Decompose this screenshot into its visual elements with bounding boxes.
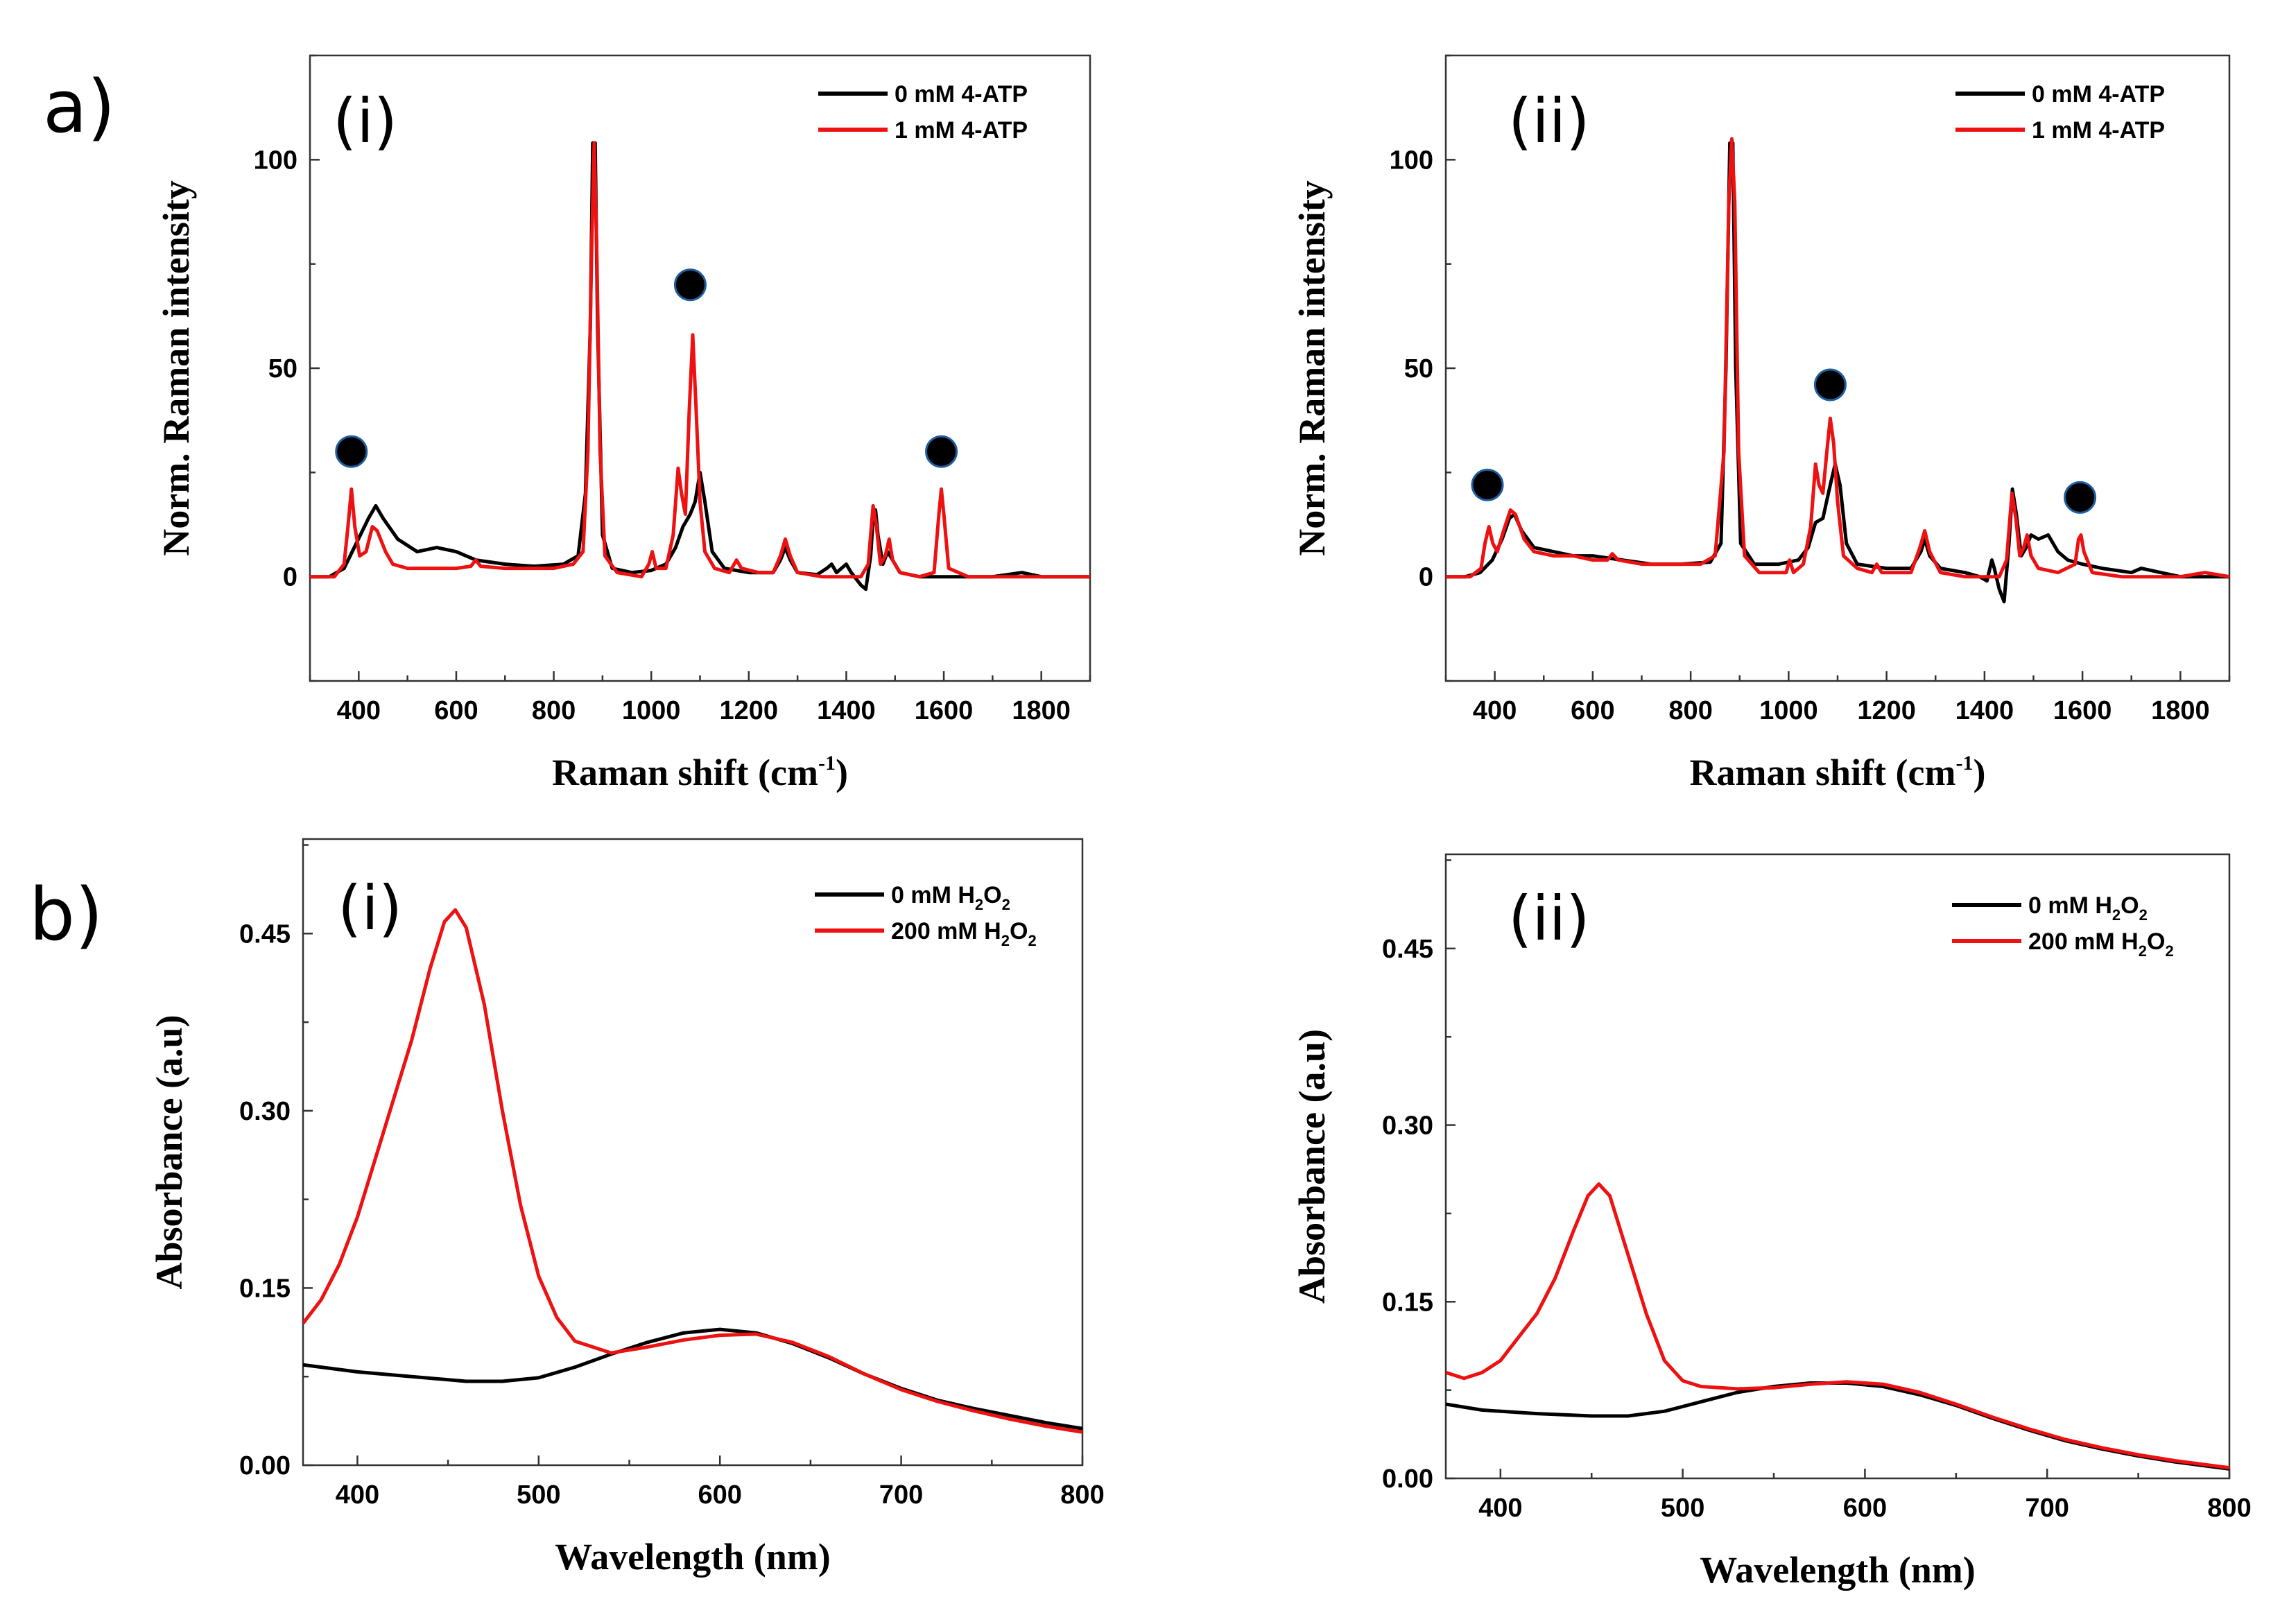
chart-a-ii-xtick-label: 1800 xyxy=(2151,696,2210,725)
chart-b-ii-xlabel: Wavelength (nm) xyxy=(1700,1549,1976,1591)
chart-b-i-xtick-label: 400 xyxy=(336,1480,379,1510)
chart-b-i-ytick-label: 0.30 xyxy=(239,1097,291,1126)
chart-b-i-legend: 0 mM H2O2 200 mM H2O2 xyxy=(815,882,1037,949)
chart-a-ii-peak-marker xyxy=(1813,368,1847,401)
chart-a-i-panel-label: (i) xyxy=(333,85,397,157)
chart-b-i-xtick-label: 500 xyxy=(517,1480,560,1510)
chart-b-ii: 400 500 600 700 800 0.00 0.15 0.30 0.45 Wavelengt… xyxy=(1291,853,2252,1591)
chart-a-ii-legend: 0 mM 4-ATP 1 mM 4-ATP xyxy=(1955,81,2165,144)
chart-b-i-ylabel: Absorbance (a.u) xyxy=(148,1014,190,1289)
chart-a-ii-legend-label: 0 mM 4-ATP xyxy=(2032,81,2165,107)
chart-a-i-xtick-label: 1200 xyxy=(720,696,779,725)
chart-b-i-series-black xyxy=(303,1327,1082,1431)
chart-b-i-xtick-label: 600 xyxy=(698,1480,742,1510)
chart-a-ii-xlabel: Raman shift (cm-1) xyxy=(1690,752,1986,793)
chart-a-i-ytick-label: 0 xyxy=(283,563,297,592)
chart-b-i-series-red xyxy=(303,908,1082,1434)
chart-a-i-xtick-label: 1800 xyxy=(1012,696,1071,725)
chart-a-i-xtick-label: 600 xyxy=(434,696,478,725)
chart-a-ii-ytick-label: 50 xyxy=(1404,354,1433,383)
chart-b-i-legend-label: 0 mM H2O2 xyxy=(891,882,1010,913)
chart-b-ii-series-black xyxy=(1446,1381,2229,1471)
chart-a-i-ytick-label: 50 xyxy=(268,354,297,383)
chart-b-i: 400 500 600 700 800 0.00 0.15 0.30 0.45 Wavelengt… xyxy=(148,838,1105,1578)
chart-b-ii-ytick-label: 0.45 xyxy=(1382,935,1433,964)
chart-a-i-series-red xyxy=(310,141,1090,579)
chart-b-ii-xtick-label: 500 xyxy=(1661,1494,1704,1523)
chart-b-i-xtick-label: 700 xyxy=(879,1480,923,1510)
chart-b-i-xlabel: Wavelength (nm) xyxy=(555,1536,831,1578)
chart-a-i-xtick-label: 400 xyxy=(337,696,381,725)
chart-a-i-xtick-label: 800 xyxy=(532,696,576,725)
chart-a-i-frame xyxy=(309,54,1091,682)
chart-b-ii-ytick-label: 0.00 xyxy=(1382,1465,1433,1494)
chart-b-ii-panel-label: (ii) xyxy=(1508,883,1590,954)
chart-a-ii-peak-marker xyxy=(1471,468,1504,501)
chart-a-i-legend-label: 1 mM 4-ATP xyxy=(895,117,1028,144)
chart-b-i-ytick-label: 0.00 xyxy=(239,1451,291,1480)
chart-a-i: 400 600 800 1000 1200 1400 1600 1800 0 50 100 Raman… xyxy=(155,54,1091,793)
chart-b-ii-frame xyxy=(1444,853,2231,1480)
chart-a-ii-xtick-label: 1400 xyxy=(1955,696,2014,725)
chart-b-i-ytick-label: 0.15 xyxy=(239,1274,291,1303)
chart-b-i-xtick-label: 800 xyxy=(1060,1480,1104,1510)
chart-a-i-xlabel: Raman shift (cm-1) xyxy=(552,752,848,793)
chart-a-i-ylabel: Norm. Raman intensity xyxy=(155,180,197,555)
chart-a-i-series-group xyxy=(310,141,1090,591)
chart-b-ii-xtick-label: 700 xyxy=(2026,1494,2069,1523)
chart-b-ii-legend-label: 200 mM H2O2 xyxy=(2028,928,2174,960)
chart-b-ii-xtick-label: 600 xyxy=(1843,1494,1887,1523)
chart-a-i-xtick-label: 1400 xyxy=(817,696,876,725)
chart-a-i-peak-marker xyxy=(335,435,368,468)
chart-a-i-xtick-label: 1000 xyxy=(622,696,681,725)
chart-a-ii-series-red xyxy=(1446,137,2229,579)
chart-b-i-ytick-label: 0.45 xyxy=(239,919,291,949)
chart-b-i-frame xyxy=(302,838,1084,1467)
chart-b-ii-series-group xyxy=(1446,1182,2229,1471)
chart-a-ii-xtick-label: 1200 xyxy=(1857,696,1916,725)
chart-a-ii-xtick-label: 400 xyxy=(1473,696,1517,725)
chart-b-ii-series-red xyxy=(1446,1182,2229,1470)
chart-a-i-legend-label: 0 mM 4-ATP xyxy=(895,81,1028,107)
chart-a-i-series-black xyxy=(310,141,1090,591)
chart-a-ii-ylabel: Norm. Raman intensity xyxy=(1291,180,1333,555)
chart-a-i-peak-marker xyxy=(925,435,958,468)
chart-a-ii-xtick-label: 1000 xyxy=(1759,696,1818,725)
panel-letter-a: a) xyxy=(43,64,115,149)
chart-a-ii-series-black xyxy=(1446,141,2229,604)
chart-a-ii-xtick-label: 600 xyxy=(1571,696,1614,725)
chart-a-ii-peak-marker xyxy=(2064,481,2097,514)
chart-a-ii-xtick-label: 1600 xyxy=(2053,696,2112,725)
chart-a-ii-xtick-label: 800 xyxy=(1668,696,1712,725)
chart-b-ii-ylabel: Absorbance (a.u) xyxy=(1291,1029,1333,1304)
chart-b-ii-xtick-label: 400 xyxy=(1478,1494,1522,1523)
chart-a-ii-ytick-label: 100 xyxy=(1390,146,1433,175)
chart-a-ii-ytick-label: 0 xyxy=(1419,563,1433,592)
chart-b-i-panel-label: (i) xyxy=(338,872,402,944)
chart-a-ii-panel-label: (ii) xyxy=(1508,85,1590,157)
chart-a-ii: 400 600 800 1000 1200 1400 1600 1800 0 50 100 Raman… xyxy=(1291,54,2231,793)
chart-a-i-ytick-label: 100 xyxy=(254,146,297,175)
chart-a-i-peak-marker xyxy=(673,268,707,302)
chart-a-i-legend: 0 mM 4-ATP 1 mM 4-ATP xyxy=(818,81,1028,144)
chart-b-ii-ytick-label: 0.30 xyxy=(1382,1112,1433,1141)
chart-a-ii-series-group xyxy=(1446,137,2229,604)
chart-b-ii-legend: 0 mM H2O2 200 mM H2O2 xyxy=(1952,892,2174,960)
chart-b-ii-ytick-label: 0.15 xyxy=(1382,1288,1433,1317)
chart-a-i-xtick-label: 1600 xyxy=(915,696,974,725)
panel-letter-b: b) xyxy=(29,872,103,957)
chart-b-ii-legend-label: 0 mM H2O2 xyxy=(2028,892,2148,924)
chart-b-ii-xtick-label: 800 xyxy=(2207,1494,2251,1523)
chart-b-i-legend-label: 200 mM H2O2 xyxy=(891,918,1037,949)
chart-a-ii-legend-label: 1 mM 4-ATP xyxy=(2032,117,2165,144)
chart-b-i-series-group xyxy=(303,908,1082,1434)
